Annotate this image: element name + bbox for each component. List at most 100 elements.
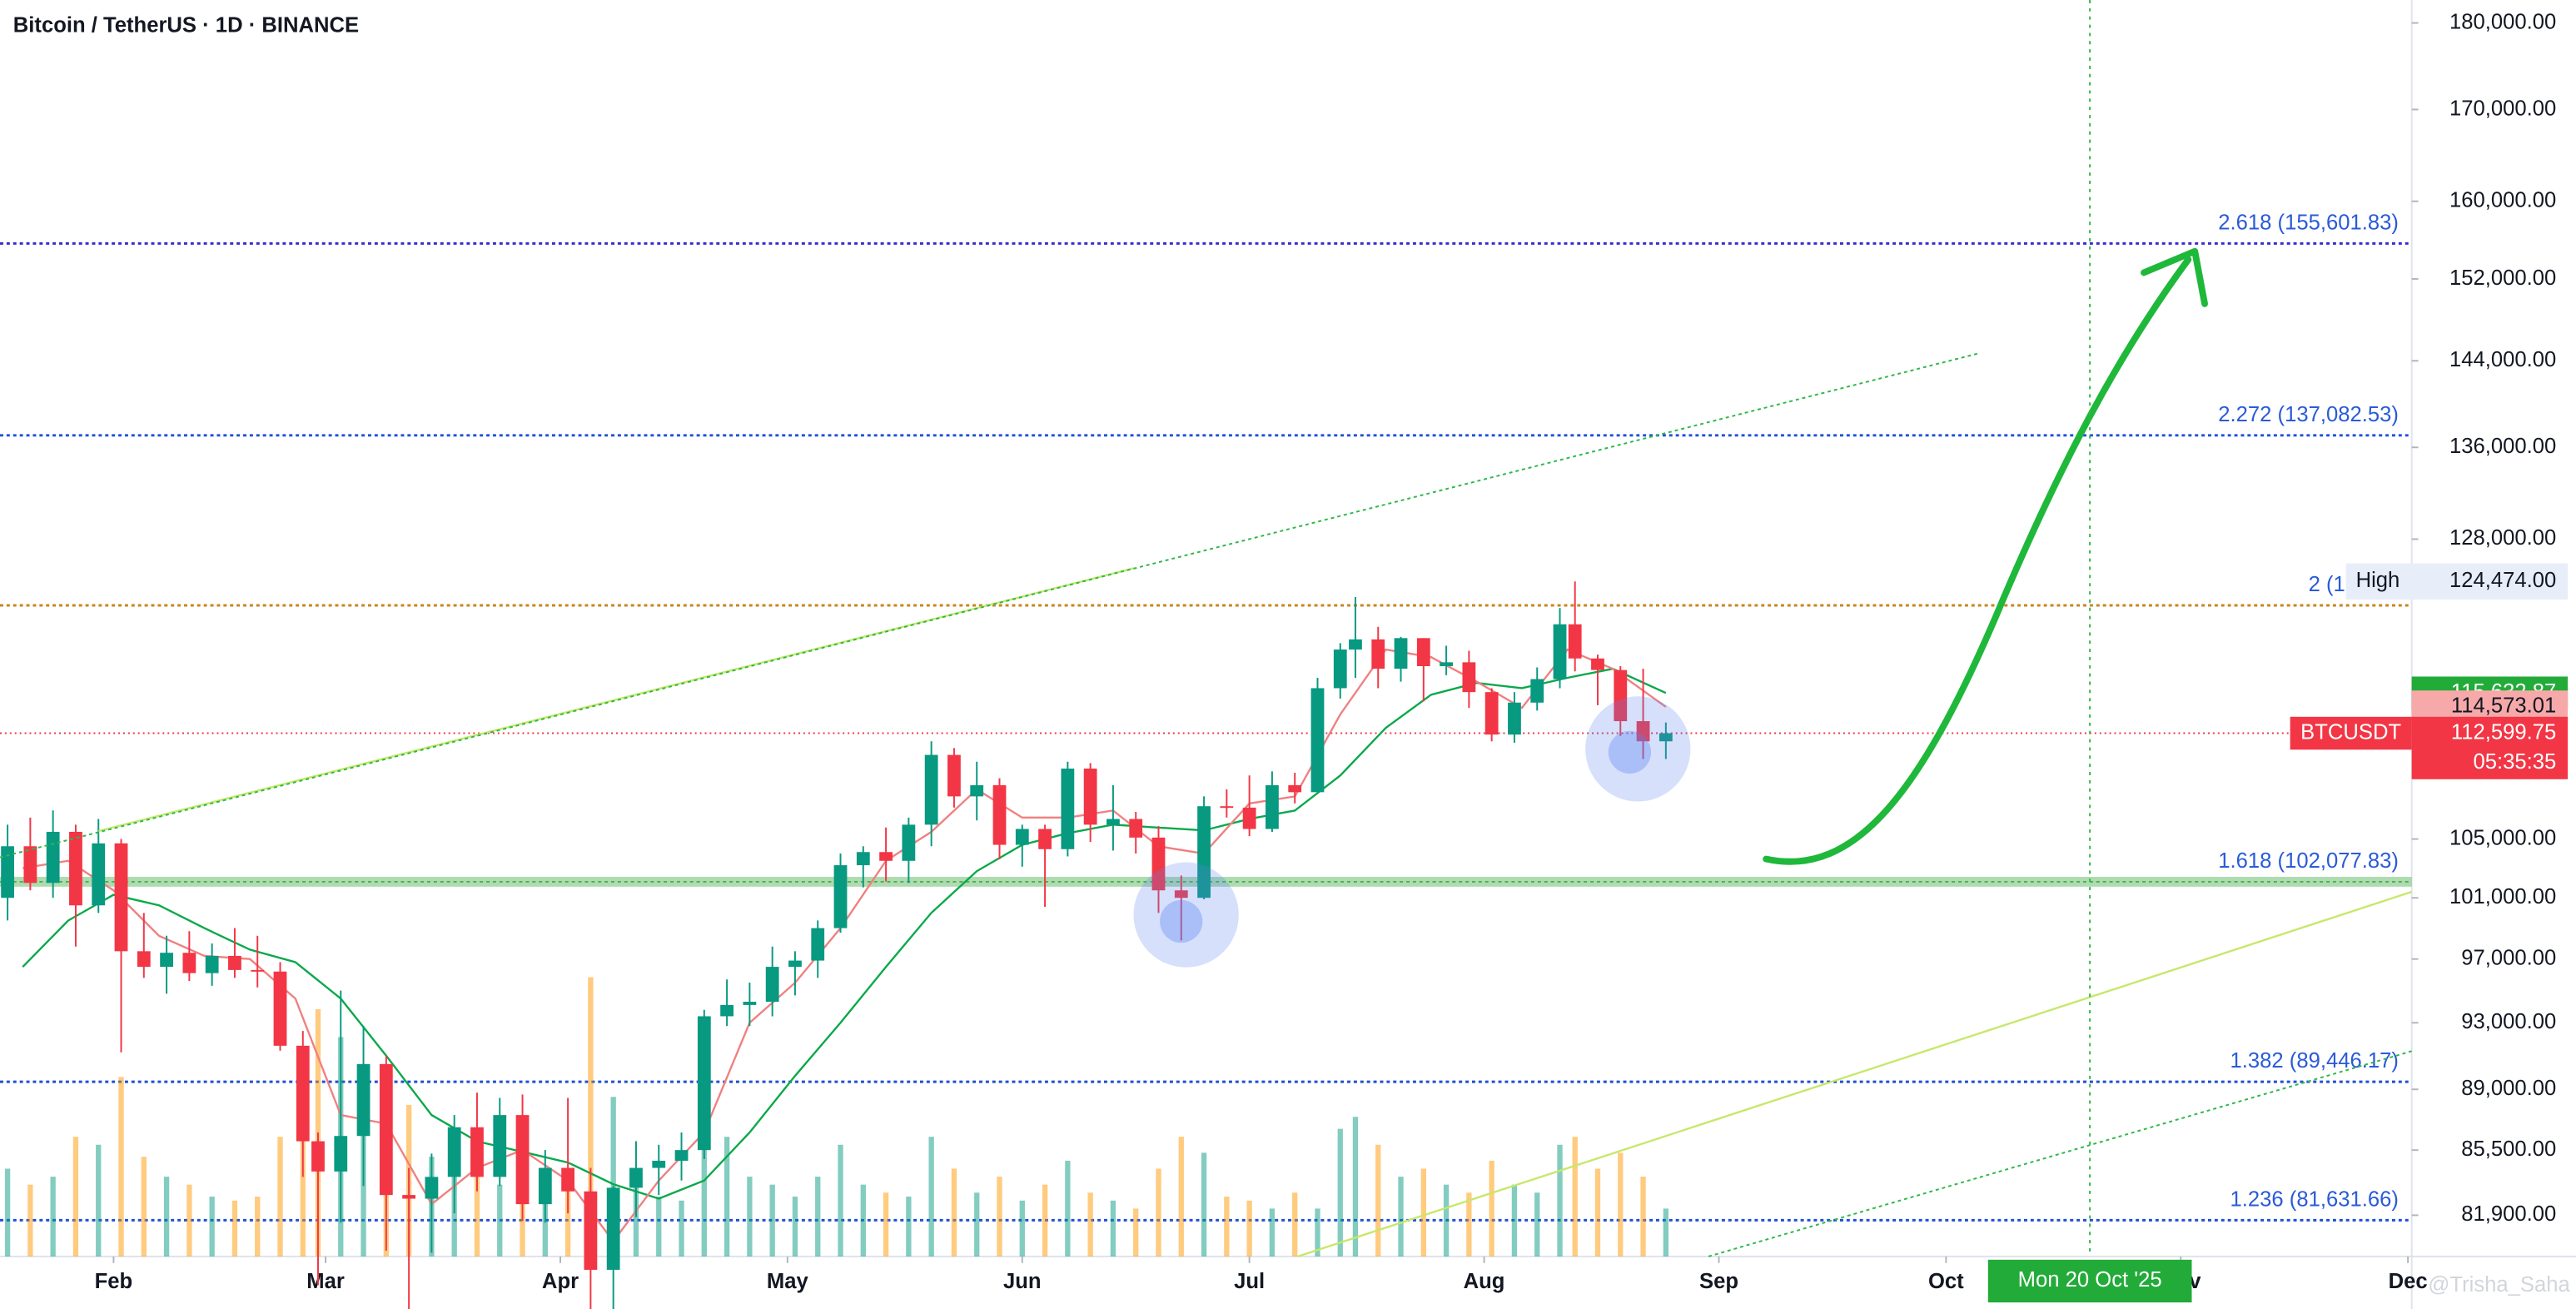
volume-bar [610,1097,616,1257]
volume-bar [209,1197,215,1257]
volume-bar [50,1177,56,1257]
volume-bar [1663,1208,1669,1257]
volume-bar [231,1200,238,1257]
candle-body [1310,688,1325,793]
candle-body [720,1004,734,1017]
last-price-box [2411,716,2569,779]
volume-bar [1640,1177,1646,1257]
x-tick-label: Apr [542,1270,579,1293]
candle-body [160,953,173,968]
projection-arrow [1763,256,2192,865]
y-tick-label: 93,000.00 [2461,1010,2556,1033]
watermark: @Trisha_Saha [2428,1273,2570,1297]
candle-body [1288,784,1302,793]
candle-body [1568,624,1582,659]
y-tick-label: 101,000.00 [2449,885,2556,908]
symbol-box [2290,716,2412,750]
volume-bar [997,1177,1002,1257]
volume-bar [1466,1192,1472,1257]
volume-bar [1292,1192,1298,1257]
x-tick-label: Feb [95,1270,133,1293]
candle-body [561,1167,574,1192]
candle-body [1440,662,1453,666]
volume-bar [497,1184,503,1257]
volume-bar [118,1077,124,1257]
candle-body [1508,702,1521,735]
volume-bar [72,1137,79,1257]
candle-body [1151,837,1166,891]
candle-body [182,953,196,973]
candle-body [356,1063,370,1137]
candle-body [1061,769,1075,849]
volume-bar [564,1184,571,1257]
ma-price-label: 114,573.01 [2451,694,2556,718]
volume-bar [277,1137,283,1257]
candle-body [1462,662,1476,693]
x-tick-label: May [767,1270,809,1293]
arrow-head [2141,247,2208,307]
level-label: 2.618 (155,601.83) [2218,212,2399,235]
candle-body [46,831,60,883]
chart-title: Bitcoin / TetherUS · 1D · BINANCE [13,13,359,37]
candle-body [1242,807,1256,829]
volume-bar [163,1177,170,1257]
volume-bar [1269,1208,1276,1257]
volume-bar [1337,1128,1343,1257]
candle-body [902,824,916,861]
volume-bar [1352,1117,1359,1257]
volume-bar [815,1177,821,1257]
volume-bar [838,1144,843,1257]
candle-body [1015,829,1029,845]
y-tick-label: 89,000.00 [2461,1077,2556,1100]
volume-bar [4,1168,11,1257]
candle-body [334,1136,348,1172]
volume-bar [1087,1192,1093,1257]
candle-body [1,846,14,898]
candle-body [674,1150,689,1161]
volume-bar [724,1137,730,1257]
volume-bar [1443,1184,1450,1257]
candle-body [947,754,961,797]
volume-bar [542,1197,548,1257]
x-tick-label: Sep [1699,1270,1738,1293]
candle-body [1197,806,1211,898]
candle-body [205,955,219,973]
volume-bar [1065,1160,1071,1257]
candle-body [92,843,106,906]
candle-body [1266,784,1279,829]
candle-body [493,1115,507,1177]
volume-bar [1618,1152,1624,1257]
candle-body [1530,679,1544,703]
candle-body [311,1141,325,1172]
candle-body [228,955,241,970]
candle-body [584,1191,598,1270]
candle-body [69,831,82,906]
candle-body [924,754,938,825]
x-tick-label: Jul [1234,1270,1265,1293]
candle-body [970,784,984,797]
high-box [2345,563,2569,600]
volume-bar [474,1177,480,1257]
candle-body [470,1127,484,1177]
countdown-label: 05:35:35 [2474,750,2557,774]
trendline [1297,890,2413,1258]
candle-body [1553,624,1567,679]
candle-body [743,1002,757,1005]
highlight-circle [1133,862,1239,968]
candle-body [447,1127,461,1177]
volume-bar [928,1137,934,1257]
volume-bar [1246,1200,1252,1257]
candle-body [296,1045,310,1142]
candle-body [538,1167,552,1205]
y-tick-label: 136,000.00 [2449,435,2556,458]
volume-bar [701,1077,707,1257]
volume-bar [747,1177,753,1257]
volume-bar [1315,1208,1320,1257]
crosshair-label-box [1987,1259,2192,1303]
volume-bar [1133,1208,1139,1257]
y-tick-label: 152,000.00 [2449,266,2556,290]
volume-bar [1201,1152,1207,1257]
candle-body [402,1195,416,1199]
trendline [0,352,1980,859]
